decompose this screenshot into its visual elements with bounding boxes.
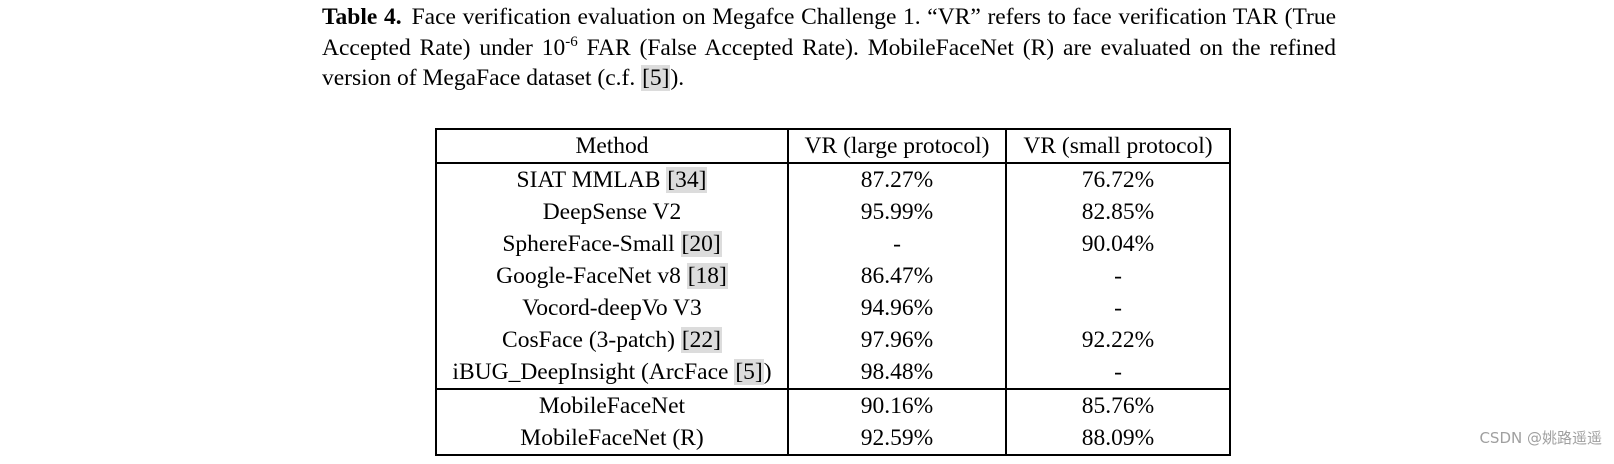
method-citation[interactable]: [20] [680,231,722,257]
vr-large-cell: 94.96% [787,292,1007,324]
caption-text-part1: Face verification evaluation on Megafce … [322,4,1336,61]
method-name: SIAT MMLAB [516,167,667,193]
vr-small-cell: 90.04% [1005,228,1231,260]
table-row-ours: MobileFaceNet (R) 92.59% 88.09% [435,422,1231,456]
header-method: Method [435,128,789,164]
vr-large-cell: 97.96% [787,324,1007,356]
method-cell: SphereFace-Small [20] [435,228,789,260]
vr-large-cell: 95.99% [787,196,1007,228]
vr-large-cell: 90.16% [787,388,1007,422]
vr-small-cell: 82.85% [1005,196,1231,228]
method-cell: MobileFaceNet (R) [435,422,789,456]
method-cell: iBUG_DeepInsight (ArcFace [5]) [435,356,789,390]
vr-small-cell: 88.09% [1005,422,1231,456]
method-name: SphereFace-Small [502,231,681,257]
table-caption: Table 4. Face verification evaluation on … [322,2,1336,94]
method-cell: SIAT MMLAB [34] [435,163,789,196]
table-row: CosFace (3-patch) [22] 97.96% 92.22% [435,324,1231,356]
vr-small-cell: - [1005,260,1231,292]
vr-large-cell: 86.47% [787,260,1007,292]
method-name: DeepSense V2 [542,199,682,225]
caption-citation[interactable]: [5] [641,65,671,91]
method-cell: CosFace (3-patch) [22] [435,324,789,356]
vr-small-cell: - [1005,292,1231,324]
table-row: iBUG_DeepInsight (ArcFace [5]) 98.48% - [435,356,1231,390]
watermark: CSDN @姚路遥遥 [1479,429,1602,447]
table-row: SIAT MMLAB [34] 87.27% 76.72% [435,163,1231,196]
caption-superscript: -6 [565,33,578,50]
table-row: Vocord-deepVo V3 94.96% - [435,292,1231,324]
method-cell: DeepSense V2 [435,196,789,228]
method-cell: MobileFaceNet [435,388,789,422]
method-name: CosFace (3-patch) [502,327,681,353]
table-row: Google-FaceNet v8 [18] 86.47% - [435,260,1231,292]
method-citation[interactable]: [5] [734,359,764,385]
caption-label: Table 4. [322,4,402,30]
method-citation[interactable]: [34] [666,167,708,193]
table-row-ours: MobileFaceNet 90.16% 85.76% [435,388,1231,422]
method-name: MobileFaceNet [538,393,686,419]
method-citation[interactable]: [22] [680,327,722,353]
table-row: SphereFace-Small [20] - 90.04% [435,228,1231,260]
method-citation[interactable]: [18] [686,263,728,289]
method-name: iBUG_DeepInsight (ArcFace [452,359,735,385]
caption-text-part2: FAR (False Accepted Rate). MobileFaceNet… [322,34,1336,92]
vr-large-cell-best: 98.48% [787,356,1007,390]
vr-large-cell: 87.27% [787,163,1007,196]
table-row: DeepSense V2 95.99% 82.85% [435,196,1231,228]
vr-small-cell: 85.76% [1005,388,1231,422]
method-name: Google-FaceNet v8 [496,263,687,289]
method-name: Vocord-deepVo V3 [522,295,702,321]
vr-large-cell: 92.59% [787,422,1007,456]
vr-small-cell: - [1005,356,1231,390]
vr-small-cell-best: 92.22% [1005,324,1231,356]
vr-small-cell: 76.72% [1005,163,1231,196]
header-vr-small: VR (small protocol) [1005,128,1231,164]
method-name: MobileFaceNet (R) [520,425,704,451]
method-cell: Google-FaceNet v8 [18] [435,260,789,292]
method-name-suffix: ) [763,359,772,385]
header-vr-large: VR (large protocol) [787,128,1007,164]
results-table: Method VR (large protocol) VR (small pro… [435,128,1231,456]
method-cell: Vocord-deepVo V3 [435,292,789,324]
caption-text-end: ). [670,65,685,91]
table-header-row: Method VR (large protocol) VR (small pro… [435,128,1231,164]
vr-large-cell: - [787,228,1007,260]
